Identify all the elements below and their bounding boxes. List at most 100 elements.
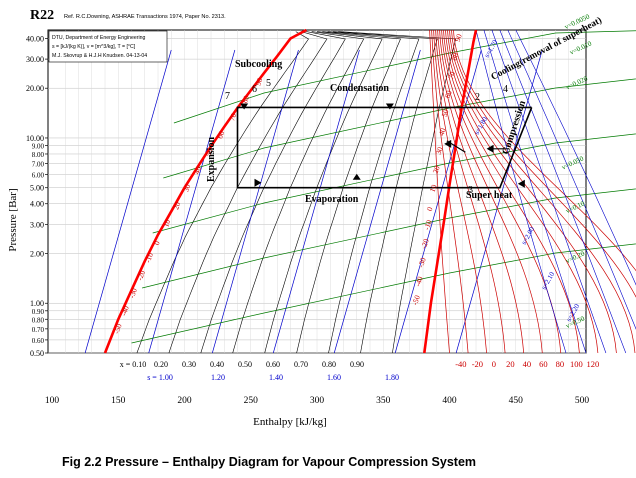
vapor-temp-label-6: 30	[434, 145, 445, 155]
superheat-temp-label-8: 120	[587, 359, 600, 369]
liquid-temp-label-13: 80	[240, 94, 251, 104]
isentrope-line-1	[148, 49, 236, 354]
arrow-compression-2	[486, 144, 494, 153]
superheat-isentrope-3	[499, 29, 627, 354]
point-2: 2	[475, 92, 480, 103]
quality-label-5: 0.60	[266, 360, 280, 369]
isochore-line-4	[173, 30, 636, 124]
x-tick-label-5: 350	[376, 396, 391, 406]
liquid-temp-label-10: 50	[204, 147, 215, 157]
liquid-temp-label-4: -10	[143, 251, 155, 264]
vapor-temp-label-11: -20	[419, 237, 431, 250]
liquid-temp-label-11: 60	[215, 130, 226, 140]
quality-label-6: 0.70	[294, 360, 308, 369]
vapor-temp-label-7: 20	[431, 164, 442, 174]
vapor-temp-label-1: 80	[449, 51, 460, 61]
quality-label-4: 0.50	[238, 360, 252, 369]
liquid-temp-label-3: -20	[135, 269, 147, 282]
saturation-dome	[103, 28, 478, 354]
entropy-label-4: 1.80	[385, 373, 399, 382]
isotherm-line-10	[449, 29, 636, 354]
isentrope-line-0	[84, 49, 172, 354]
quality-line-3	[200, 31, 346, 354]
y-tick-label-13: 9.00	[32, 143, 45, 151]
liquid-temp-label-6: 10	[161, 218, 172, 228]
x-tick-label-2: 200	[177, 396, 192, 406]
quality-label-2: 0.30	[182, 360, 196, 369]
vapor-temp-label-5: 40	[437, 127, 448, 137]
isotherm-line-3	[435, 29, 506, 354]
isotherm-line-4	[437, 29, 525, 354]
vapor-temp-label-14: -50	[410, 294, 422, 307]
isotherm-line-2	[433, 29, 487, 354]
isochore-line-0	[131, 243, 636, 344]
y-tick-label-17: 40.00	[26, 34, 44, 43]
isentrope-line-5	[394, 49, 482, 354]
x-tick-label-6: 400	[442, 396, 457, 406]
entropy-label-3: 1.60	[327, 373, 341, 382]
quality-line-4	[232, 31, 365, 354]
point-labels: 7 6 5 4 2 3	[225, 78, 508, 196]
quality-label-3: 0.40	[210, 360, 224, 369]
quality-label-1: 0.20	[154, 360, 168, 369]
point-7: 7	[225, 91, 230, 102]
refrigerant-label: R22	[30, 8, 54, 23]
superheat-temp-label-2: 0	[492, 359, 496, 369]
liquid-temp-label-14: 90	[253, 76, 264, 86]
isentrope-line-3	[272, 49, 360, 354]
y-tick-label-14: 10.00	[26, 134, 44, 143]
superheat-isentrope-1	[483, 29, 587, 354]
liquid-temp-label-2: -30	[127, 287, 139, 300]
point-4: 4	[503, 84, 508, 95]
cycle-path	[236, 106, 533, 189]
superheat-isentrope-5	[515, 29, 636, 286]
superheat-temp-label-0: -40	[455, 359, 466, 369]
y-tick-label-16: 30.00	[26, 55, 44, 64]
x-tick-label-3: 250	[244, 396, 259, 406]
y-axis-title: Pressure [Bar]	[7, 188, 19, 251]
condensation-label: Condensation	[330, 83, 389, 94]
credit-box: DTU, Department of Energy Engineering s …	[48, 30, 168, 63]
y-tick-label-9: 5.00	[30, 184, 44, 193]
y-tick-label-5: 1.00	[30, 299, 44, 308]
isochore-line-1	[142, 188, 636, 289]
y-tick-label-0: 0.50	[30, 349, 44, 358]
entropy-label-1: 1.20	[211, 373, 225, 382]
y-tick-label-8: 4.00	[30, 200, 44, 209]
x-axis-title: Enthalpy [kJ/kg]	[253, 416, 327, 428]
point-3: 3	[468, 185, 473, 196]
evaporation-label: Evaporation	[305, 194, 359, 205]
y-tick-label-7: 3.00	[30, 220, 44, 229]
liquid-temp-label-12: 70	[227, 112, 238, 122]
property-lines	[84, 29, 636, 354]
saturated-liquid-line	[103, 28, 308, 354]
vapor-temp-label-12: -30	[416, 256, 428, 269]
y-tick-label-12: 8.00	[32, 151, 45, 159]
superheat-isentrope-0	[475, 29, 567, 354]
isotherm-line-8	[445, 29, 599, 354]
vapor-temp-label-8: 10	[428, 183, 439, 193]
liquid-temp-label-5: 0	[152, 239, 162, 246]
liquid-temp-label-1: -40	[119, 304, 131, 317]
y-tick-label-2: 0.70	[32, 326, 45, 334]
superheat-isentrope-4	[507, 29, 636, 330]
isotherm-line-0	[429, 29, 450, 354]
isentrope-line-4	[333, 49, 421, 354]
x-tick-label-0: 100	[45, 396, 60, 406]
subcooling-label: Subcooling	[235, 59, 282, 70]
superheat-label: Super heat	[466, 190, 513, 201]
arrow-evaporation	[352, 173, 361, 180]
arrow-superheat	[517, 179, 525, 188]
arrow-compression	[444, 139, 452, 148]
point-6: 6	[252, 84, 257, 95]
x-tick-label-7: 450	[509, 396, 524, 406]
liquid-temp-label-9: 40	[192, 165, 203, 175]
entropy-label-2: 1.40	[269, 373, 283, 382]
quality-line-2	[168, 31, 328, 354]
vapor-temp-label-13: -40	[413, 275, 425, 288]
superheat-temp-label-4: 40	[523, 359, 532, 369]
y-tick-label-11: 7.00	[32, 161, 45, 169]
quality-label-0: x = 0.10	[120, 360, 147, 369]
quality-line-1	[136, 31, 309, 354]
